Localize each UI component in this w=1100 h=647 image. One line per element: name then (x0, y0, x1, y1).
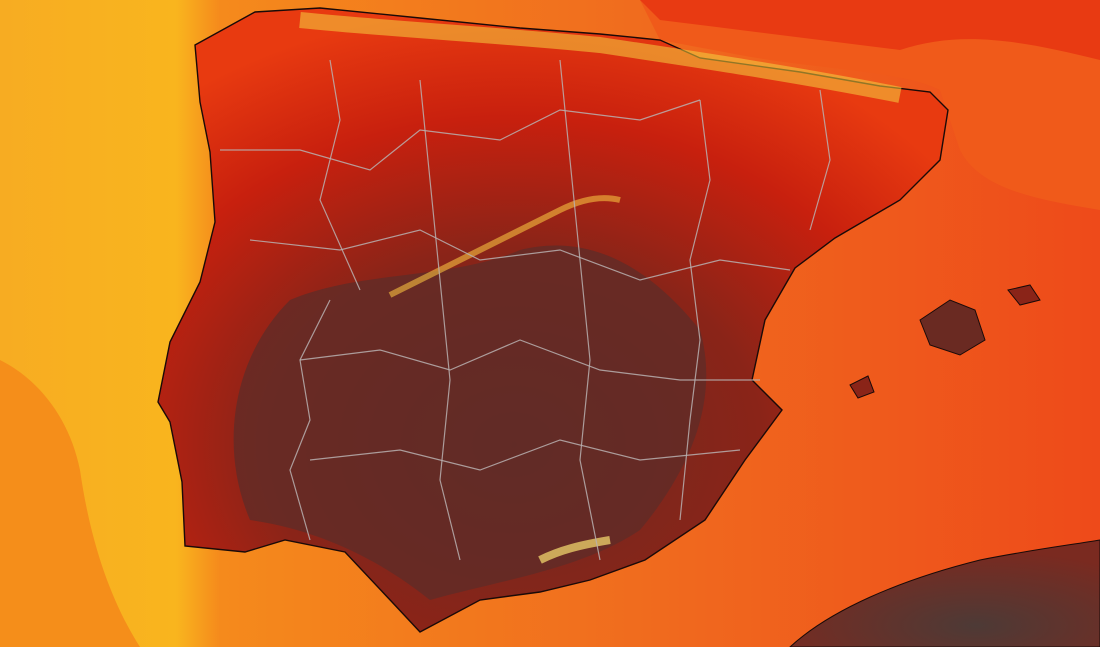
border (559, 59, 601, 561)
north-africa (789, 539, 1100, 647)
cantabrian-highlands (299, 12, 902, 103)
border (220, 99, 701, 171)
border (679, 99, 711, 521)
border (419, 79, 461, 561)
border (289, 299, 331, 541)
border (319, 59, 361, 291)
region-borders (220, 59, 831, 561)
coastline (157, 7, 949, 633)
border (299, 339, 760, 381)
ibiza (849, 375, 875, 399)
central-range (388, 195, 621, 298)
border (809, 89, 831, 231)
hot-core (233, 245, 707, 601)
sea-warm-patch (0, 360, 140, 647)
france-land (640, 0, 1100, 60)
border (309, 439, 741, 471)
menorca (1007, 284, 1041, 306)
sierra-nevada (538, 536, 611, 564)
france (640, 0, 1100, 210)
mallorca (919, 299, 986, 356)
border (249, 229, 791, 281)
